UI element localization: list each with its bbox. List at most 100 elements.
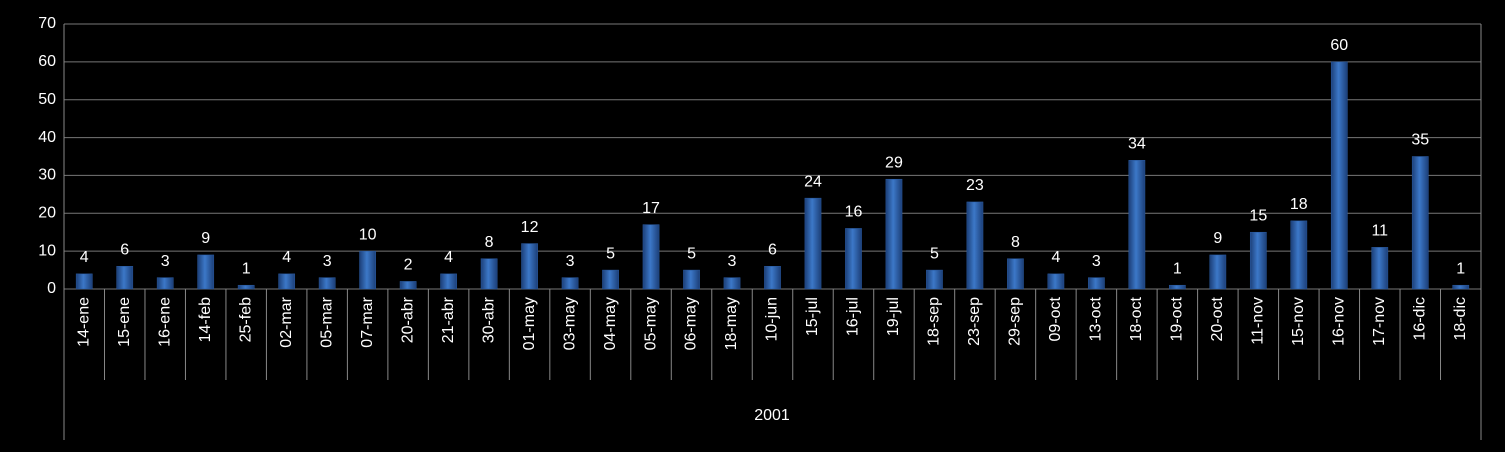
x-tick-label: 15-jul bbox=[804, 297, 821, 336]
x-tick-label: 05-may bbox=[642, 297, 659, 350]
x-tick-label: 25-feb bbox=[237, 297, 254, 342]
value-label: 10 bbox=[359, 226, 377, 243]
bar bbox=[1128, 160, 1146, 290]
bar bbox=[116, 266, 134, 290]
bar bbox=[1290, 220, 1308, 290]
value-label: 2 bbox=[404, 257, 413, 274]
x-tick-label: 09-oct bbox=[1047, 296, 1064, 341]
x-tick-label: 06-may bbox=[683, 297, 700, 350]
value-label: 4 bbox=[1051, 249, 1060, 266]
bar bbox=[1452, 284, 1470, 290]
bar bbox=[1007, 258, 1024, 290]
value-label: 17 bbox=[642, 200, 660, 217]
value-label: 1 bbox=[1456, 260, 1465, 277]
value-label: 8 bbox=[1011, 234, 1020, 251]
bar bbox=[845, 228, 862, 290]
value-label: 6 bbox=[768, 242, 777, 259]
bar bbox=[804, 197, 822, 290]
x-tick-label: 01-may bbox=[521, 297, 538, 350]
bar bbox=[318, 277, 336, 290]
x-tick-label: 30-abr bbox=[480, 296, 497, 343]
bar bbox=[75, 273, 93, 290]
value-label: 15 bbox=[1249, 207, 1267, 224]
value-label: 16 bbox=[845, 204, 863, 221]
bar bbox=[278, 273, 296, 290]
bar bbox=[156, 277, 174, 290]
value-label: 35 bbox=[1411, 132, 1429, 149]
y-tick-label: 70 bbox=[38, 15, 56, 32]
bar bbox=[561, 277, 579, 290]
x-tick-label: 17-nov bbox=[1371, 297, 1388, 346]
x-tick-label: 05-mar bbox=[318, 296, 335, 347]
x-tick-label: 03-may bbox=[561, 297, 578, 350]
bar bbox=[521, 243, 538, 290]
bar bbox=[1209, 254, 1227, 290]
value-label: 3 bbox=[161, 253, 170, 270]
bar bbox=[399, 281, 417, 290]
x-tick-label: 10-jun bbox=[764, 297, 781, 341]
x-tick-label: 19-jul bbox=[885, 297, 902, 336]
bar bbox=[1169, 284, 1186, 290]
value-label: 4 bbox=[444, 249, 453, 266]
bar bbox=[440, 273, 457, 290]
value-label: 5 bbox=[930, 245, 939, 262]
value-label: 1 bbox=[242, 260, 251, 277]
group-label: 2001 bbox=[754, 407, 790, 424]
value-label: 8 bbox=[485, 234, 494, 251]
value-label: 23 bbox=[966, 177, 984, 194]
bar bbox=[683, 269, 700, 290]
bar bbox=[602, 269, 619, 290]
value-label: 4 bbox=[282, 249, 291, 266]
bar bbox=[1371, 247, 1389, 290]
bar bbox=[966, 201, 984, 290]
value-label: 5 bbox=[687, 245, 696, 262]
x-tick-label: 16-ene bbox=[156, 297, 173, 347]
value-label: 60 bbox=[1330, 37, 1348, 54]
bar bbox=[885, 178, 903, 290]
x-tick-label: 16-dic bbox=[1411, 297, 1428, 341]
value-label: 34 bbox=[1128, 136, 1146, 153]
x-tick-label: 11-nov bbox=[1250, 297, 1267, 345]
y-tick-label: 20 bbox=[38, 205, 56, 222]
value-label: 1 bbox=[1173, 260, 1182, 277]
value-label: 3 bbox=[728, 253, 737, 270]
y-tick-label: 60 bbox=[38, 53, 56, 70]
x-tick-label: 20-abr bbox=[399, 296, 416, 343]
bar bbox=[1249, 231, 1267, 290]
bar bbox=[926, 269, 943, 290]
bar bbox=[642, 224, 660, 290]
x-tick-label: 29-sep bbox=[1007, 297, 1024, 346]
y-tick-label: 0 bbox=[47, 280, 56, 297]
value-label: 3 bbox=[1092, 253, 1101, 270]
bar bbox=[723, 277, 741, 290]
bar bbox=[197, 254, 215, 290]
value-label: 6 bbox=[120, 242, 129, 259]
x-tick-label: 15-ene bbox=[116, 297, 133, 347]
bar bbox=[1330, 61, 1348, 290]
x-tick-label: 04-may bbox=[602, 297, 619, 350]
x-tick-label: 19-oct bbox=[1169, 296, 1186, 341]
bar bbox=[237, 284, 255, 290]
value-label: 18 bbox=[1290, 196, 1308, 213]
bar bbox=[359, 250, 376, 290]
x-tick-label: 14-feb bbox=[197, 297, 214, 342]
x-tick-label: 15-nov bbox=[1290, 297, 1307, 346]
bar bbox=[764, 266, 781, 290]
bar bbox=[1411, 156, 1429, 290]
x-tick-label: 18-sep bbox=[926, 297, 943, 346]
x-tick-label: 13-oct bbox=[1088, 296, 1105, 341]
value-label: 24 bbox=[804, 173, 822, 190]
x-tick-label: 23-sep bbox=[966, 297, 983, 346]
value-label: 5 bbox=[606, 245, 615, 262]
x-tick-label: 07-mar bbox=[359, 296, 376, 347]
x-tick-label: 02-mar bbox=[278, 296, 295, 347]
value-label: 9 bbox=[1213, 230, 1222, 247]
x-tick-label: 18-may bbox=[723, 297, 740, 350]
value-label: 3 bbox=[566, 253, 575, 270]
x-tick-label: 16-jul bbox=[845, 297, 862, 336]
bar bbox=[1088, 277, 1105, 290]
y-tick-label: 30 bbox=[38, 167, 56, 184]
value-label: 3 bbox=[323, 253, 332, 270]
x-tick-label: 21-abr bbox=[440, 296, 457, 343]
